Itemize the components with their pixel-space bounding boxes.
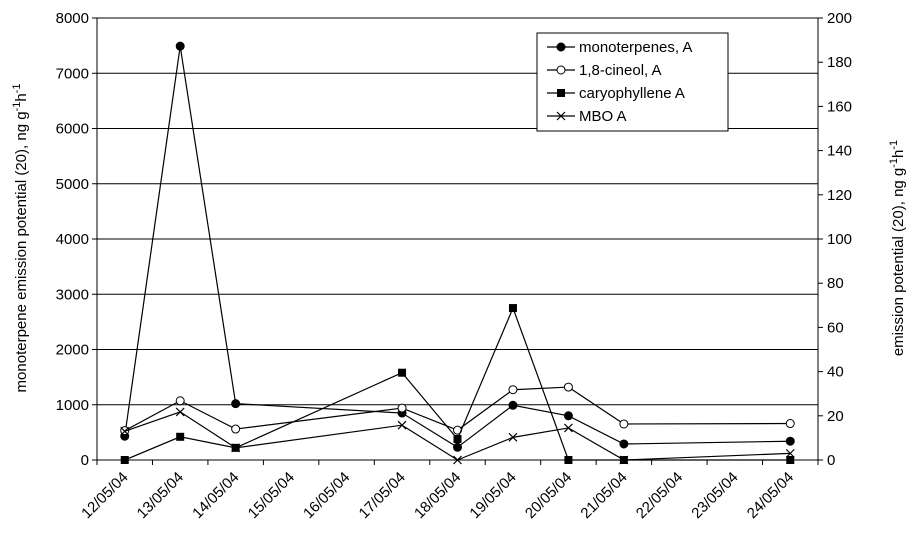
data-point bbox=[453, 442, 462, 452]
right-tick-label: 100 bbox=[827, 231, 852, 248]
right-tick-label: 200 bbox=[827, 10, 852, 27]
right-tick-label: 120 bbox=[827, 187, 852, 204]
data-point bbox=[453, 455, 462, 465]
left-tick-label: 2000 bbox=[56, 342, 89, 359]
data-point bbox=[231, 443, 241, 453]
series-1-8-cineol-a bbox=[120, 382, 795, 436]
data-point bbox=[120, 456, 129, 464]
data-point bbox=[231, 424, 241, 434]
right-tick-label: 60 bbox=[827, 319, 844, 336]
data-point-stroke bbox=[120, 426, 130, 436]
x-tick-label: 23/05/04 bbox=[688, 469, 741, 522]
legend-label: 1,8-cineol, A bbox=[579, 62, 662, 79]
right-tick-label: 160 bbox=[827, 98, 852, 115]
data-point bbox=[397, 420, 407, 430]
right-tick-label: 180 bbox=[827, 54, 852, 71]
data-point bbox=[785, 436, 795, 446]
data-point-stroke bbox=[785, 448, 795, 458]
left-tick-label: 3000 bbox=[56, 286, 89, 303]
data-point bbox=[785, 419, 795, 429]
left-tick-label: 0 bbox=[81, 452, 89, 469]
x-tick-label: 14/05/04 bbox=[189, 469, 242, 522]
legend-label: monoterpenes, A bbox=[579, 39, 692, 56]
data-point bbox=[563, 411, 573, 421]
data-point bbox=[453, 435, 462, 444]
data-point bbox=[175, 41, 185, 51]
legend-item: MBO A bbox=[547, 108, 627, 125]
data-point bbox=[619, 419, 629, 429]
data-point-stroke bbox=[453, 455, 462, 465]
data-series bbox=[120, 41, 795, 465]
left-tick-label: 7000 bbox=[56, 65, 89, 82]
data-point-stroke bbox=[563, 423, 573, 433]
data-point-stroke bbox=[508, 432, 518, 442]
data-point bbox=[175, 407, 185, 417]
data-point bbox=[508, 385, 518, 395]
legend-item: monoterpenes, A bbox=[547, 39, 692, 56]
data-point bbox=[563, 423, 573, 433]
legend-item: 1,8-cineol, A bbox=[547, 62, 662, 79]
series-caryophyllene-a bbox=[120, 304, 795, 464]
data-point bbox=[786, 456, 795, 464]
data-point bbox=[175, 396, 185, 406]
right-tick-label: 0 bbox=[827, 452, 835, 469]
x-tick-label: 20/05/04 bbox=[522, 469, 575, 522]
right-tick-label: 40 bbox=[827, 364, 844, 381]
left-axis-title: monoterpene emission potential (20), ng … bbox=[11, 84, 30, 393]
legend: monoterpenes, A 1,8-cineol, A caryophyllen… bbox=[536, 32, 729, 132]
left-tick-label: 6000 bbox=[56, 121, 89, 138]
legend-item: caryophyllene A bbox=[547, 85, 685, 102]
data-point bbox=[176, 432, 185, 441]
data-point bbox=[563, 382, 573, 392]
x-tick-label: 19/05/04 bbox=[466, 469, 519, 522]
data-point bbox=[556, 65, 566, 75]
data-point bbox=[619, 439, 629, 449]
data-point bbox=[508, 432, 518, 442]
data-point bbox=[231, 399, 241, 409]
data-point bbox=[619, 455, 629, 465]
left-tick-label: 8000 bbox=[56, 10, 89, 27]
data-point bbox=[508, 400, 518, 410]
x-tick-label: 17/05/04 bbox=[356, 469, 409, 522]
data-point bbox=[398, 368, 407, 377]
series-monoterpenes-a bbox=[120, 41, 795, 452]
data-point-stroke bbox=[231, 443, 241, 453]
legend-box bbox=[536, 32, 729, 132]
data-point-stroke bbox=[397, 420, 407, 430]
data-point bbox=[557, 89, 565, 97]
series-line bbox=[124, 386, 791, 432]
data-point bbox=[564, 456, 573, 464]
legend-label: MBO A bbox=[579, 108, 627, 125]
data-point bbox=[397, 403, 407, 413]
data-point bbox=[556, 111, 566, 121]
x-tick-label: 13/05/04 bbox=[134, 469, 187, 522]
right-tick-label: 20 bbox=[827, 408, 844, 425]
data-point bbox=[508, 304, 517, 313]
x-tick-label: 21/05/04 bbox=[577, 469, 630, 522]
left-tick-label: 1000 bbox=[56, 397, 89, 414]
x-tick-label: 22/05/04 bbox=[633, 469, 686, 522]
right-tick-label: 140 bbox=[827, 143, 852, 160]
data-point-stroke bbox=[619, 455, 629, 465]
right-axis-title: emission potential (20), ng g-1h-1 bbox=[888, 140, 907, 356]
data-point bbox=[785, 448, 795, 458]
left-tick-label: 4000 bbox=[56, 231, 89, 248]
data-point bbox=[120, 426, 130, 436]
right-tick-label: 80 bbox=[827, 275, 844, 292]
grid-lines bbox=[97, 17, 818, 406]
x-tick-label: 16/05/04 bbox=[300, 469, 353, 522]
data-point-stroke bbox=[556, 111, 566, 121]
left-tick-label: 5000 bbox=[56, 176, 89, 193]
legend-label: caryophyllene A bbox=[579, 85, 685, 102]
data-point-stroke bbox=[175, 407, 185, 417]
x-tick-label: 15/05/04 bbox=[245, 469, 298, 522]
x-tick-label: 24/05/04 bbox=[744, 469, 797, 522]
series-mbo-a bbox=[120, 407, 795, 465]
x-tick-label: 18/05/04 bbox=[411, 469, 464, 522]
x-tick-label: 12/05/04 bbox=[78, 469, 131, 522]
data-point bbox=[556, 42, 566, 52]
